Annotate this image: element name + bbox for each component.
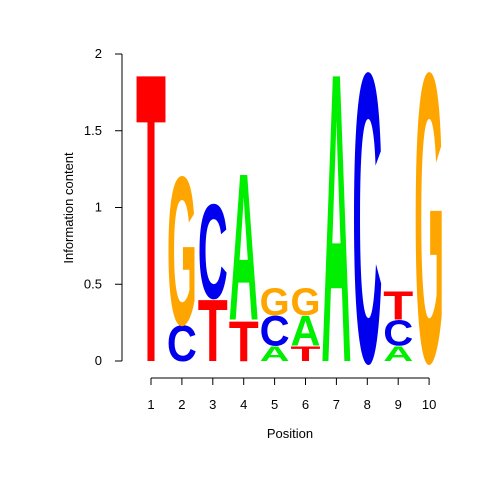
logo-letter-a: A bbox=[383, 342, 413, 366]
x-tick-label: 10 bbox=[422, 397, 436, 412]
logo-letter-t: T bbox=[136, 0, 166, 449]
logo-letter-a: A bbox=[291, 307, 321, 355]
logo-letter-a: A bbox=[321, 0, 351, 450]
y-axis: 0 0.5 1 1.5 2 bbox=[84, 46, 123, 368]
y-axis-title: Information content bbox=[61, 152, 76, 264]
x-tick-label: 6 bbox=[302, 397, 309, 412]
y-tick-label: 0.5 bbox=[84, 276, 102, 291]
x-axis: 1 2 3 4 5 6 7 8 9 10 bbox=[147, 377, 436, 412]
logo-letter-c: C bbox=[352, 0, 382, 450]
logo-letter-t: T bbox=[383, 283, 413, 329]
x-tick-label: 9 bbox=[395, 397, 402, 412]
x-tick-label: 7 bbox=[333, 397, 340, 412]
x-tick-label: 8 bbox=[364, 397, 371, 412]
x-tick-label: 1 bbox=[147, 397, 154, 412]
y-tick-label: 0 bbox=[95, 353, 102, 368]
logo-letter-a: A bbox=[229, 131, 259, 365]
logo-letter-c: C bbox=[167, 315, 197, 372]
y-tick-label: 2 bbox=[95, 46, 102, 61]
y-tick-label: 1.5 bbox=[84, 123, 102, 138]
logo-letter-g: G bbox=[167, 134, 197, 371]
logo-letter-c: C bbox=[260, 307, 290, 355]
logo-letter-c: C bbox=[383, 314, 413, 354]
logo-letter-t: T bbox=[229, 309, 259, 374]
x-tick-label: 2 bbox=[178, 397, 185, 412]
x-tick-label: 3 bbox=[209, 397, 216, 412]
x-tick-label: 4 bbox=[240, 397, 247, 412]
logo-letter-g: G bbox=[414, 0, 444, 450]
logo-letter-g: G bbox=[291, 281, 321, 324]
logo-letter-t: T bbox=[291, 342, 321, 366]
y-tick-label: 1 bbox=[95, 200, 102, 215]
x-tick-label: 5 bbox=[271, 397, 278, 412]
logo-letter-g: G bbox=[260, 281, 290, 324]
logo-letter-a: A bbox=[260, 342, 290, 366]
logo-letter-c: C bbox=[198, 178, 228, 328]
logo-letter-t: T bbox=[198, 283, 228, 381]
x-axis-title: Position bbox=[267, 426, 313, 441]
